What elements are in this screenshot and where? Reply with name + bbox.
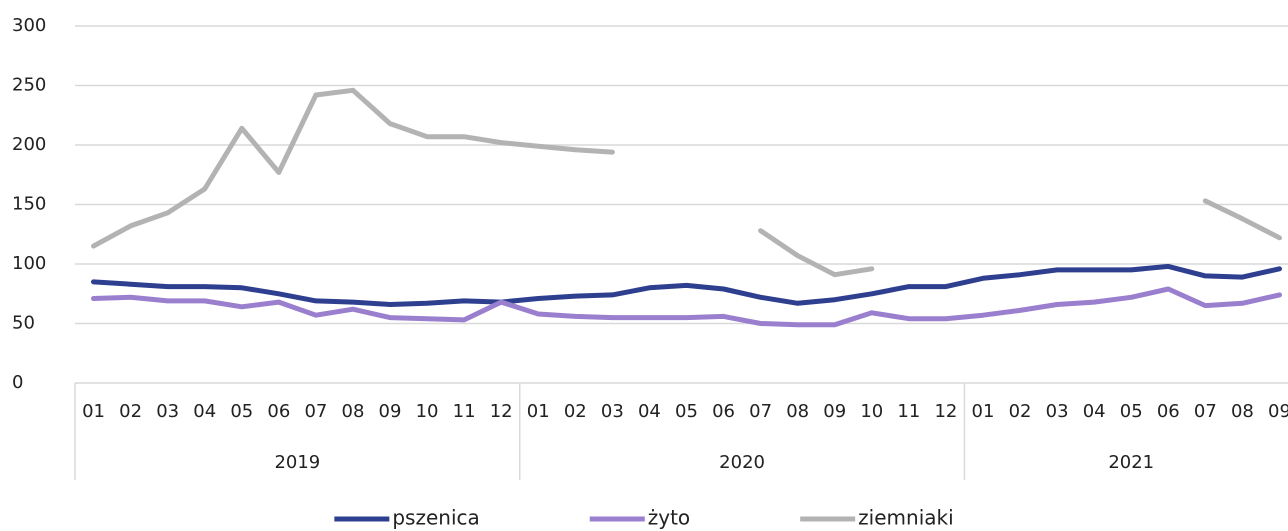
x-tick-label: 07 <box>304 401 327 422</box>
x-tick-label: 09 <box>379 401 402 422</box>
x-tick-label: 05 <box>675 401 698 422</box>
y-tick-label: 0 <box>12 372 23 393</box>
y-tick-label: 100 <box>12 253 46 274</box>
x-tick-label: 03 <box>1046 401 1069 422</box>
x-tick-label: 12 <box>490 401 513 422</box>
x-tick-label: 10 <box>860 401 883 422</box>
legend-label: żyto <box>648 506 690 530</box>
x-tick-label: 08 <box>1231 401 1254 422</box>
x-tick-label: 08 <box>786 401 809 422</box>
x-tick-label: 06 <box>712 401 735 422</box>
x-group-label: 2020 <box>719 452 765 473</box>
x-tick-label: 02 <box>119 401 142 422</box>
x-tick-label: 08 <box>342 401 365 422</box>
x-tick-label: 06 <box>1157 401 1180 422</box>
x-tick-label: 09 <box>823 401 846 422</box>
legend-label: pszenica <box>392 506 479 530</box>
x-group-label: 2021 <box>1108 452 1154 473</box>
series-line <box>91 263 1282 307</box>
x-tick-label: 07 <box>1194 401 1217 422</box>
x-tick-label: 05 <box>1120 401 1143 422</box>
x-tick-label: 06 <box>267 401 290 422</box>
x-tick-label: 04 <box>193 401 216 422</box>
x-tick-label: 02 <box>564 401 587 422</box>
legend-label: ziemniaki <box>858 506 953 530</box>
x-tick-label: 10 <box>416 401 439 422</box>
x-tick-label: 11 <box>453 401 476 422</box>
x-tick-label: 07 <box>749 401 772 422</box>
x-tick-label: 09 <box>1268 401 1288 422</box>
x-tick-label: 03 <box>156 401 179 422</box>
y-tick-label: 200 <box>12 134 46 155</box>
x-tick-label: 04 <box>638 401 661 422</box>
x-tick-label: 02 <box>1009 401 1032 422</box>
x-tick-label: 11 <box>897 401 920 422</box>
x-tick-label: 01 <box>82 401 105 422</box>
series-line <box>91 87 1282 278</box>
y-tick-label: 250 <box>12 75 46 96</box>
x-tick-label: 01 <box>527 401 550 422</box>
x-group-label: 2019 <box>274 452 320 473</box>
x-tick-label: 12 <box>934 401 957 422</box>
x-tick-label: 04 <box>1083 401 1106 422</box>
y-tick-label: 50 <box>12 313 35 334</box>
y-tick-label: 300 <box>12 15 46 36</box>
y-tick-label: 150 <box>12 194 46 215</box>
x-tick-label: 01 <box>972 401 995 422</box>
series-line <box>91 286 1282 328</box>
x-tick-label: 05 <box>230 401 253 422</box>
x-tick-label: 03 <box>601 401 624 422</box>
